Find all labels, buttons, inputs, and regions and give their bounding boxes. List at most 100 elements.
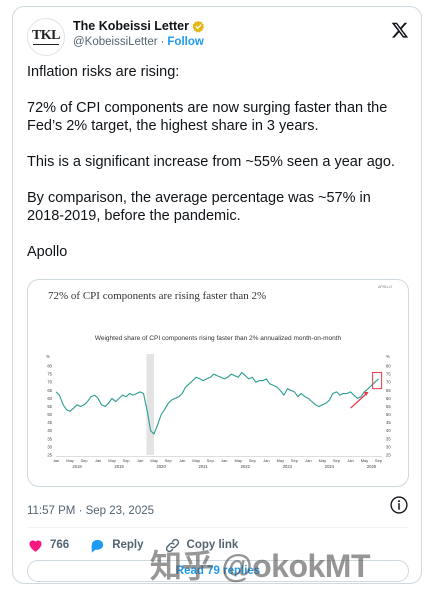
y-tick-label-right: 70 [386, 380, 391, 385]
info-icon[interactable] [389, 495, 409, 515]
watermark: 知乎 @okokMT [150, 548, 371, 584]
line-chart: 25 25 30 30 35 35 40 40 45 45 50 50 55 55 60 60 65 65 70 70… [46, 354, 391, 469]
x-tick-label: Jan [263, 458, 269, 463]
y-axis-unit-right: % [386, 354, 390, 359]
like-count: 766 [50, 539, 70, 551]
x-tick-label: Jan [137, 458, 143, 463]
highlight-box [372, 371, 383, 390]
y-tick-label-right: 50 [386, 412, 391, 417]
author-display-name[interactable]: The Kobeissi Letter [73, 19, 189, 33]
like-button[interactable]: 766 [27, 537, 69, 554]
x-tick-label: Sep [249, 458, 257, 463]
y-tick-label-left: 60 [47, 396, 52, 401]
x-tick-label: Jan [179, 458, 185, 463]
x-tick-label: May [361, 458, 369, 463]
y-tick-label-right: 80 [386, 364, 391, 369]
x-tick-label: Sep [123, 458, 131, 463]
y-tick-label-right: 45 [386, 420, 391, 425]
action-bar: 766 Reply Copy link [27, 535, 258, 555]
x-year-label: 2022 [241, 464, 251, 469]
x-logo-icon[interactable] [391, 21, 409, 39]
y-tick-label-right: 35 [386, 436, 391, 441]
verified-badge-icon [192, 20, 205, 32]
x-tick-label: May [319, 458, 327, 463]
author-handle[interactable]: @KobeissiLetter [73, 36, 158, 48]
reply-button[interactable]: Reply [89, 537, 144, 554]
follow-button[interactable]: Follow [167, 36, 204, 48]
link-icon [165, 538, 179, 552]
reply-bubble-icon [91, 539, 104, 553]
y-tick-label-left: 30 [47, 444, 52, 449]
heart-icon [29, 539, 42, 552]
handle-separator: · [160, 36, 165, 48]
tweet-paragraph: By comparison, the average percentage wa… [27, 190, 371, 224]
y-tick-label-right: 30 [386, 444, 391, 449]
x-tick-label: May [277, 458, 285, 463]
tweet-timestamp[interactable]: 11:57 PM · Sep 23, 2025 [27, 505, 155, 517]
copy-link-label: Copy link [186, 539, 239, 551]
y-axis-unit-left: % [46, 354, 50, 359]
x-year-label: 2021 [199, 464, 209, 469]
tweet-paragraph: This is a significant increase from ~55%… [27, 154, 395, 170]
y-tick-label-left: 80 [47, 364, 52, 369]
y-tick-label-right: 75 [386, 372, 391, 377]
avatar[interactable]: TKL [27, 18, 65, 56]
x-tick-label: Sep [291, 458, 299, 463]
x-tick-label: Jan [347, 458, 353, 463]
tweet-text: Inflation risks are rising: 72% of CPI c… [27, 63, 411, 279]
y-tick-label-left: 65 [47, 388, 52, 393]
x-tick-label: Jan [95, 458, 101, 463]
read-replies-button[interactable]: Read 79 replies [27, 560, 409, 582]
copy-link-button[interactable]: Copy link [164, 537, 239, 554]
y-tick-label-right: 25 [386, 453, 391, 458]
y-tick-label-left: 50 [47, 412, 52, 417]
x-tick-label: Jan [305, 458, 311, 463]
x-tick-label: Sep [333, 458, 341, 463]
chart-title: 72% of CPI components are rising faster … [48, 290, 267, 302]
avatar-text: TKL [31, 28, 61, 43]
tweet-paragraph: 72% of CPI components are now surging fa… [27, 100, 388, 134]
x-year-label: 2025 [367, 464, 377, 469]
y-tick-label-right: 55 [386, 404, 391, 409]
y-tick-label-left: 40 [47, 428, 52, 433]
y-tick-label-left: 45 [47, 420, 52, 425]
y-tick-label-right: 40 [386, 428, 391, 433]
x-tick-label: May [234, 458, 242, 463]
x-tick-label: May [150, 458, 158, 463]
reply-label: Reply [112, 539, 144, 551]
x-year-label: 2019 [114, 464, 124, 469]
y-tick-label-right: 60 [386, 396, 391, 401]
x-year-label: 2018 [72, 464, 82, 469]
tweet-paragraph: Inflation risks are rising: [27, 64, 180, 80]
x-tick-label: May [66, 458, 74, 463]
x-tick-label: Sep [80, 458, 88, 463]
y-tick-label-left: 35 [47, 436, 52, 441]
x-tick-label: May [108, 458, 116, 463]
recession-band [146, 354, 155, 455]
x-year-label: 2020 [156, 464, 166, 469]
y-tick-label-left: 75 [47, 372, 52, 377]
tweet-header: TKL The Kobeissi Letter @KobeissiLetter … [27, 17, 409, 57]
annotation-arrow-head [363, 391, 369, 396]
x-tick-label: Sep [165, 458, 173, 463]
divider [27, 527, 409, 528]
x-tick-label: Sep [375, 458, 383, 463]
annotation-arrow-shaft [350, 393, 368, 409]
x-tick-label: Jan [53, 458, 59, 463]
x-year-label: 2023 [283, 464, 293, 469]
series-line [55, 371, 379, 435]
y-tick-label-right: 65 [386, 388, 391, 393]
author-info: The Kobeissi Letter @KobeissiLetter · Fo… [73, 19, 205, 48]
x-tick-label: Jan [221, 458, 227, 463]
y-tick-label-left: 55 [47, 404, 52, 409]
tweet-card: TKL The Kobeissi Letter @KobeissiLetter … [12, 6, 422, 584]
chart-image[interactable]: 72% of CPI components are rising faster … [27, 279, 409, 487]
chart-subtitle: Weighted share of CPI components rising … [94, 335, 342, 342]
x-tick-label: May [192, 458, 200, 463]
x-year-label: 2024 [325, 464, 335, 469]
x-tick-label: Sep [207, 458, 215, 463]
y-tick-label-left: 25 [47, 453, 52, 458]
y-tick-label-left: 70 [47, 380, 52, 385]
apollo-logo: APOLLO [377, 285, 392, 289]
tweet-paragraph: Apollo [27, 244, 68, 260]
